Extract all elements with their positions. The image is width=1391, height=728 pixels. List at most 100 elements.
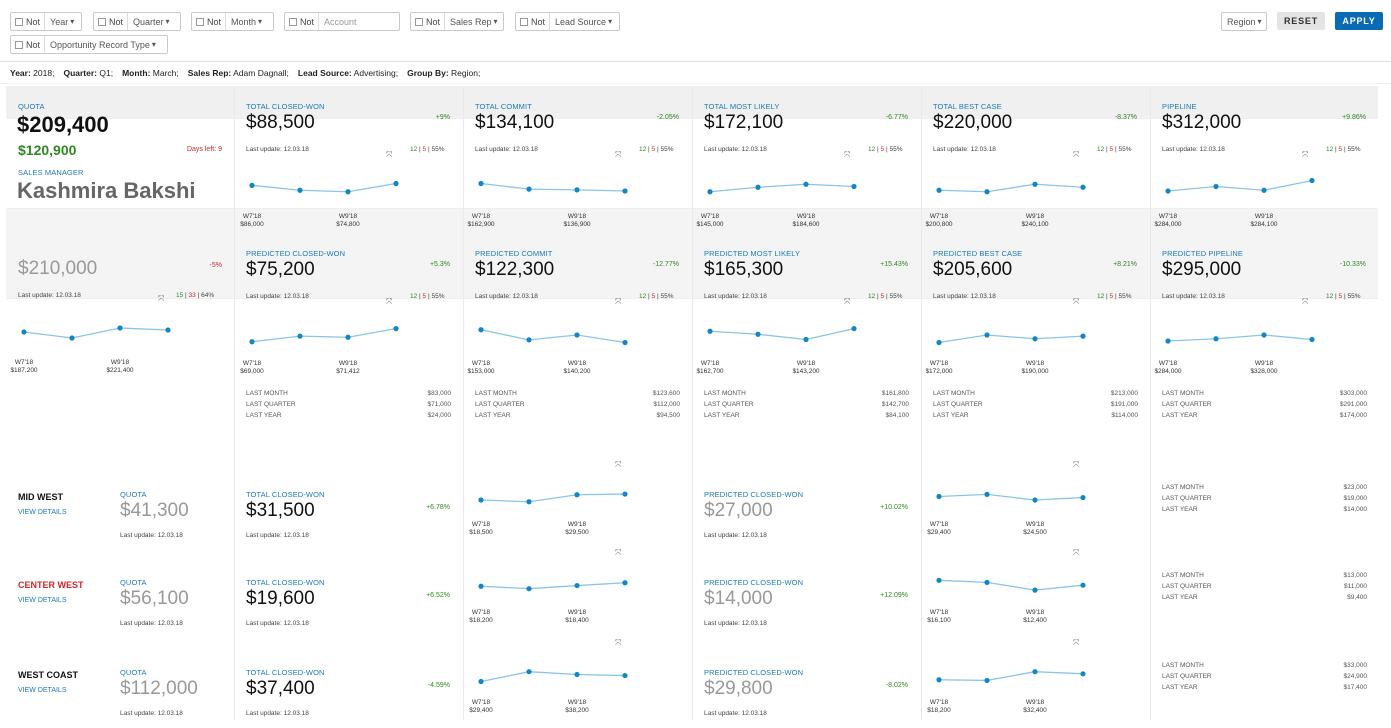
sparkline-point[interactable] (393, 326, 399, 332)
reset-button[interactable]: RESET (1277, 12, 1325, 30)
sparkline-point[interactable] (526, 337, 532, 343)
sparkline-point[interactable] (1165, 338, 1171, 344)
sparkline-point[interactable] (526, 669, 532, 675)
sparkline-point[interactable] (526, 586, 532, 592)
sparkline-point[interactable] (1032, 587, 1038, 593)
sparkline-point[interactable] (249, 182, 255, 188)
sparkline-point[interactable] (622, 491, 628, 497)
sparkline-point[interactable] (117, 325, 123, 331)
sparkline-point[interactable] (622, 580, 628, 586)
account-filter-label[interactable]: Account (324, 16, 357, 27)
not-checkbox[interactable] (98, 17, 106, 26)
expand-icon[interactable]: ⤧ (1302, 297, 1308, 306)
expand-icon[interactable]: ⤧ (615, 548, 621, 557)
sparkline-point[interactable] (165, 327, 171, 333)
sparkline-point[interactable] (478, 180, 484, 187)
sparkline-point[interactable] (526, 186, 532, 192)
sparkline-point[interactable] (984, 677, 990, 684)
region-select[interactable]: Region ▾ (1221, 12, 1267, 31)
expand-icon[interactable]: ⤧ (615, 638, 621, 647)
sparkline-point[interactable] (1213, 336, 1219, 342)
apply-button[interactable]: APPLY (1335, 12, 1383, 30)
expand-icon[interactable]: ⤧ (615, 150, 621, 159)
sparkline-point[interactable] (69, 335, 75, 341)
sparkline-point[interactable] (1213, 183, 1219, 190)
sparkline-point[interactable] (755, 331, 761, 337)
sparkline-point[interactable] (1080, 671, 1086, 677)
sparkline-point[interactable] (936, 187, 942, 193)
expand-icon[interactable]: ⤧ (1073, 548, 1079, 557)
sparkline-point[interactable] (393, 180, 399, 187)
sparkline-point[interactable] (345, 334, 351, 340)
sparkline-point[interactable] (851, 326, 857, 332)
not-checkbox[interactable] (15, 40, 23, 49)
expand-icon[interactable]: ⤧ (844, 297, 850, 306)
sparkline-point[interactable] (1080, 582, 1086, 588)
sparkline-point[interactable] (1080, 333, 1086, 339)
sparkline-point[interactable] (1309, 336, 1315, 343)
view-details-link[interactable]: VIEW DETAILS (18, 687, 67, 694)
lead-source-filter-label[interactable]: Lead Source (555, 16, 607, 27)
year-filter-label[interactable]: Year (50, 16, 69, 27)
sparkline-point[interactable] (526, 499, 532, 505)
sparkline-point[interactable] (297, 187, 303, 193)
sales-rep-filter-not-toggle[interactable]: Not (411, 13, 446, 30)
sparkline-point[interactable] (249, 339, 255, 345)
expand-icon[interactable]: ⤧ (386, 297, 392, 306)
opportunity-record-type-filter-label[interactable]: Opportunity Record Type (50, 39, 150, 50)
not-checkbox[interactable] (15, 17, 23, 26)
view-details-link[interactable]: VIEW DETAILS (18, 597, 67, 604)
expand-icon[interactable]: ⤧ (386, 150, 392, 159)
sparkline-point[interactable] (574, 582, 580, 589)
expand-icon[interactable]: ⤧ (1073, 297, 1079, 306)
sparkline-point[interactable] (803, 181, 809, 187)
sparkline-point[interactable] (574, 187, 580, 193)
month-filter-label[interactable]: Month (231, 16, 257, 27)
month-filter-not-toggle[interactable]: Not (192, 13, 227, 30)
sparkline-point[interactable] (707, 328, 713, 334)
sparkline-point[interactable] (1165, 188, 1171, 194)
sparkline-point[interactable] (622, 188, 628, 194)
sparkline-point[interactable] (1261, 187, 1267, 193)
expand-icon[interactable]: ⤧ (615, 297, 621, 306)
sparkline-point[interactable] (851, 183, 857, 190)
expand-icon[interactable]: ⤧ (158, 294, 164, 303)
sparkline-point[interactable] (574, 332, 580, 338)
sparkline-point[interactable] (984, 189, 990, 195)
not-checkbox[interactable] (196, 17, 204, 26)
sparkline-point[interactable] (21, 329, 27, 335)
not-checkbox[interactable] (520, 17, 528, 26)
expand-icon[interactable]: ⤧ (615, 460, 621, 469)
sparkline-point[interactable] (622, 672, 628, 679)
sparkline-point[interactable] (478, 583, 484, 589)
sparkline-point[interactable] (803, 336, 809, 343)
sparkline-point[interactable] (1032, 497, 1038, 503)
expand-icon[interactable]: ⤧ (1073, 150, 1079, 159)
sparkline-point[interactable] (1080, 184, 1086, 190)
quarter-filter-label[interactable]: Quarter (133, 16, 164, 27)
lead-source-filter-not-toggle[interactable]: Not (516, 13, 551, 30)
sparkline-point[interactable] (755, 184, 761, 190)
sparkline-point[interactable] (478, 497, 484, 503)
sparkline-point[interactable] (984, 579, 990, 585)
view-details-link[interactable]: VIEW DETAILS (18, 509, 67, 516)
sales-rep-filter-label[interactable]: Sales Rep (450, 16, 492, 27)
sparkline-point[interactable] (478, 678, 484, 685)
sparkline-point[interactable] (1261, 332, 1267, 338)
expand-icon[interactable]: ⤧ (1073, 638, 1079, 647)
sparkline-point[interactable] (707, 189, 713, 195)
sparkline-point[interactable] (936, 577, 942, 583)
sparkline-point[interactable] (936, 493, 942, 500)
sparkline-point[interactable] (574, 671, 580, 678)
quarter-filter-not-toggle[interactable]: Not (94, 13, 129, 30)
sparkline-point[interactable] (478, 327, 484, 333)
sparkline-point[interactable] (984, 332, 990, 338)
expand-icon[interactable]: ⤧ (1302, 150, 1308, 159)
sparkline-point[interactable] (1032, 336, 1038, 342)
sparkline-point[interactable] (345, 189, 351, 195)
expand-icon[interactable]: ⤧ (1073, 460, 1079, 469)
sparkline-point[interactable] (574, 492, 580, 498)
sparkline-point[interactable] (1080, 494, 1086, 501)
sparkline-point[interactable] (1032, 181, 1038, 187)
opportunity-record-type-filter-not-toggle[interactable]: Not (11, 36, 46, 53)
